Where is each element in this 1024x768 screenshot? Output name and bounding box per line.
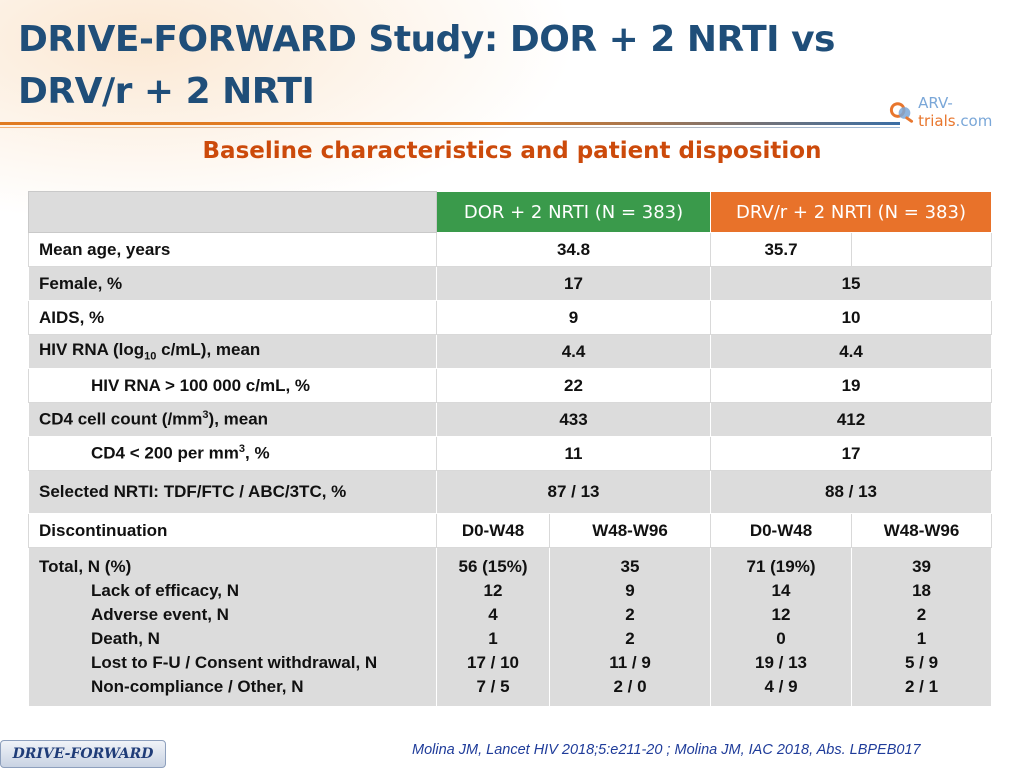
- table-row: Mean age, years 34.8 35.7: [28, 232, 993, 267]
- row-label: Female, %: [28, 266, 437, 301]
- list-item: 0: [776, 629, 786, 648]
- list-item: 4 / 9: [764, 677, 798, 696]
- list-item: Adverse event, N: [91, 605, 229, 624]
- drv-value: 10: [710, 300, 993, 335]
- list-item: 12: [771, 605, 791, 624]
- discontinuation-row: Discontinuation D0-W48 W48-W96 D0-W48 W4…: [28, 513, 993, 548]
- title-divider: [0, 122, 900, 125]
- reference-citation: Molina JM, Lancet HIV 2018;5:e211-20 ; M…: [412, 742, 921, 758]
- logo-text: ARV-trials.com: [918, 94, 993, 130]
- dor-value: 22: [435, 368, 712, 403]
- dor-value: 4.4: [435, 334, 712, 369]
- list-item: 71 (19%): [746, 557, 816, 576]
- list-item: Lost to F-U / Consent withdrawal, N: [91, 653, 378, 672]
- dor-w48-values: 56 (15%) 12 4 1 17 / 10 7 / 5: [436, 547, 550, 707]
- baseline-table: DOR + 2 NRTI (N = 383) DRV/r + 2 NRTI (N…: [28, 191, 993, 707]
- list-item: 2: [916, 605, 927, 624]
- header-dor-arm: DOR + 2 NRTI (N = 383): [435, 191, 712, 233]
- list-item: 19 / 13: [755, 653, 808, 672]
- list-item: 4: [488, 605, 498, 624]
- header-empty-cell: [28, 191, 437, 233]
- list-item: 1: [916, 629, 927, 648]
- list-item: Death, N: [91, 629, 160, 648]
- slide-subtitle: Baseline characteristics and patient dis…: [202, 138, 822, 164]
- table-row: CD4 < 200 per mm3, % 11 17: [28, 436, 993, 471]
- total-labels: Total, N (%) Lack of efficacy, N Adverse…: [28, 547, 437, 707]
- header-drv-arm: DRV/r + 2 NRTI (N = 383): [710, 191, 993, 233]
- row-label: AIDS, %: [28, 300, 437, 335]
- list-item: 2: [625, 629, 635, 648]
- drv-w96-values: 39 18 2 1 5 / 9 2 / 1: [851, 547, 993, 707]
- dor-value: 87 / 13: [435, 470, 712, 514]
- dor-value: 17: [435, 266, 712, 301]
- row-label: Mean age, years: [28, 232, 437, 267]
- row-label: HIV RNA > 100 000 c/mL, %: [28, 368, 437, 403]
- drv-value: 19: [710, 368, 993, 403]
- drv-value: 35.7: [710, 232, 853, 267]
- table-header-row: DOR + 2 NRTI (N = 383) DRV/r + 2 NRTI (N…: [28, 191, 993, 233]
- row-label: HIV RNA (log10 c/mL), mean: [28, 334, 437, 369]
- table-row: Female, % 17 15: [28, 266, 993, 301]
- period-header: W48-W96: [851, 513, 993, 548]
- list-item: Total, N (%): [39, 557, 132, 576]
- drv-value: 88 / 13: [710, 470, 993, 514]
- list-item: 17 / 10: [467, 653, 519, 672]
- dor-value: 9: [435, 300, 712, 335]
- list-item: 1: [488, 629, 498, 648]
- arv-trials-logo: ARV-trials.com: [887, 94, 1024, 130]
- dor-value: 11: [435, 436, 712, 471]
- study-name-tag: DRIVE-FORWARD: [0, 740, 166, 768]
- list-item: 2 / 0: [613, 677, 647, 696]
- list-item: 18: [912, 581, 931, 600]
- list-item: 12: [483, 581, 503, 600]
- row-label: Selected NRTI: TDF/FTC / ABC/3TC, %: [28, 470, 437, 514]
- dor-w96-values: 35 9 2 2 11 / 9 2 / 0: [548, 547, 712, 707]
- empty-cell: [851, 232, 993, 267]
- list-item: 5 / 9: [904, 653, 939, 672]
- list-item: 7 / 5: [476, 677, 510, 696]
- list-item: 35: [620, 557, 640, 576]
- period-header: W48-W96: [548, 513, 712, 548]
- drv-value: 412: [710, 402, 993, 437]
- drv-value: 4.4: [710, 334, 993, 369]
- table-row: HIV RNA (log10 c/mL), mean 4.4 4.4: [28, 334, 993, 369]
- list-item: 2 / 1: [904, 677, 939, 696]
- row-label: CD4 < 200 per mm3, %: [28, 436, 437, 471]
- drv-value: 15: [710, 266, 993, 301]
- list-item: 56 (15%): [458, 557, 528, 576]
- total-row: Total, N (%) Lack of efficacy, N Adverse…: [28, 547, 993, 707]
- table-row: AIDS, % 9 10: [28, 300, 993, 335]
- drv-value: 17: [710, 436, 993, 471]
- period-header: D0-W48: [436, 513, 550, 548]
- row-label: Discontinuation: [28, 513, 437, 548]
- table-row: HIV RNA > 100 000 c/mL, % 22 19: [28, 368, 993, 403]
- slide-title: DRIVE-FORWARD Study: DOR + 2 NRTI vs DRV…: [18, 19, 835, 112]
- list-item: Lack of efficacy, N: [91, 581, 240, 600]
- list-item: 2: [625, 605, 635, 624]
- list-item: Non-compliance / Other, N: [91, 677, 304, 696]
- table-row: Selected NRTI: TDF/FTC / ABC/3TC, % 87 /…: [28, 470, 993, 514]
- drv-w48-values: 71 (19%) 14 12 0 19 / 13 4 / 9: [710, 547, 853, 707]
- list-item: 9: [625, 581, 635, 600]
- list-item: 11 / 9: [609, 653, 651, 672]
- dor-value: 34.8: [435, 232, 712, 267]
- row-label: CD4 cell count (/mm3), mean: [28, 402, 437, 437]
- dor-value: 433: [435, 402, 712, 437]
- list-item: 14: [771, 581, 791, 600]
- title-divider-thin: [0, 127, 900, 128]
- magnifier-logo-icon: [889, 102, 914, 123]
- list-item: 39: [912, 557, 931, 576]
- table-row: CD4 cell count (/mm3), mean 433 412: [28, 402, 993, 437]
- period-header: D0-W48: [710, 513, 853, 548]
